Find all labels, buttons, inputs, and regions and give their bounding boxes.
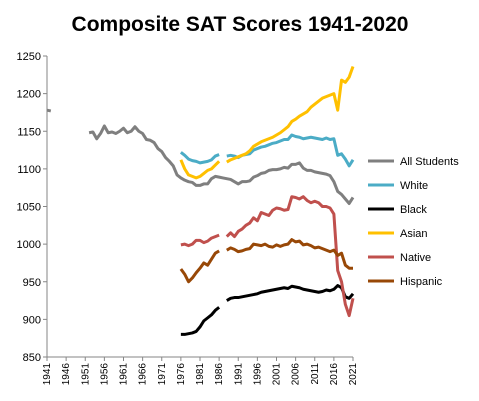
plot-axes: 850 900 950 1000 1050 1100 1150 1200 1250 1941 194… xyxy=(17,51,359,385)
x-tick-label: 1946 xyxy=(61,363,72,386)
series-lines xyxy=(46,66,355,336)
x-tick-label: 1981 xyxy=(195,363,206,386)
x-tick-label: 1966 xyxy=(138,363,149,386)
y-tick-label: 1150 xyxy=(17,126,41,138)
y-tick-label: 1000 xyxy=(17,239,41,251)
series-line-asian xyxy=(179,66,355,180)
y-tick-label: 1050 xyxy=(17,202,41,214)
x-tick-label: 1986 xyxy=(214,363,225,386)
y-tick-label: 1250 xyxy=(17,51,41,63)
x-tick-label: 1971 xyxy=(157,363,168,386)
y-tick-label: 950 xyxy=(23,277,41,289)
legend-label-white: White xyxy=(400,180,428,192)
y-tick-label: 1200 xyxy=(17,89,41,101)
x-tick-label: 2001 xyxy=(272,363,283,386)
x-tick-label: 1956 xyxy=(99,363,110,386)
legend-label-black: Black xyxy=(400,204,427,216)
legend-label-asian: Asian xyxy=(400,228,428,240)
x-tick-label: 1941 xyxy=(42,363,53,386)
y-tick-label: 850 xyxy=(23,352,41,364)
x-tick-label: 2016 xyxy=(329,363,340,386)
series-line-native xyxy=(180,195,355,318)
x-tick-label: 1951 xyxy=(80,363,91,386)
x-tick-label: 2006 xyxy=(291,363,302,386)
x-tick-label: 1996 xyxy=(252,363,263,386)
chart-legend: All Students White Black Asian Native Hispani… xyxy=(368,156,459,288)
series-line-all-students xyxy=(46,108,355,205)
y-tick-label: 1100 xyxy=(17,164,41,176)
y-tick-label: 900 xyxy=(23,314,41,326)
x-tick-label: 1961 xyxy=(119,363,130,386)
series-line-black xyxy=(180,284,355,336)
x-tick-label: 2021 xyxy=(348,363,359,386)
legend-label-native: Native xyxy=(400,252,431,264)
chart-title: Composite SAT Scores 1941-2020 xyxy=(72,13,409,36)
legend-label-all-students: All Students xyxy=(400,156,459,168)
series-line-hispanic xyxy=(179,238,353,284)
x-tick-label: 1991 xyxy=(233,363,244,386)
x-tick-label: 2011 xyxy=(310,363,321,385)
x-tick-label: 1976 xyxy=(176,363,187,386)
legend-label-hispanic: Hispanic xyxy=(400,276,443,288)
